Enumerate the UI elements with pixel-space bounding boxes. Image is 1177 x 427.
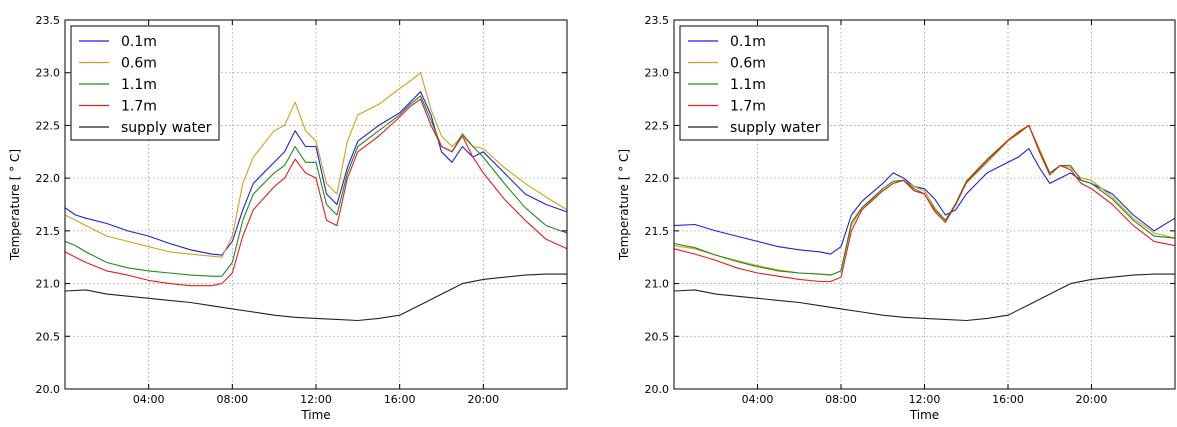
series-line-1-1m — [64, 95, 568, 277]
y-tick-label: 20.0 — [36, 383, 61, 396]
legend: 0.1m 0.6m 1.1m 1.7m supply water — [679, 25, 829, 141]
y-tick-label: 21.5 — [645, 225, 670, 238]
y-tick-label: 20.5 — [645, 330, 670, 343]
series-line-1-7m — [64, 98, 568, 287]
y-tick-label: 23.5 — [36, 14, 61, 27]
x-tick-label: 04:00 — [133, 393, 165, 406]
legend-box — [70, 25, 220, 141]
legend-label: 1.7m — [730, 99, 766, 115]
x-tick-label: 12:00 — [909, 393, 941, 406]
series-line-supply-water — [64, 273, 567, 322]
series-line-0-1m — [64, 91, 568, 256]
x-tick-label: 20:00 — [467, 393, 499, 406]
chart-panel-2: 04:00 08:00 12:00 16:00 20:00 20.0 20.5 21.0 21.… — [617, 14, 1176, 422]
x-tick-label: 12:00 — [300, 393, 332, 406]
x-tick-label: 16:00 — [384, 393, 416, 406]
series-line-0-1m — [673, 148, 1176, 255]
y-tick-label: 22.0 — [645, 172, 670, 185]
legend-label: 1.1m — [730, 77, 766, 93]
y-tick-label: 22.5 — [645, 119, 670, 132]
x-tick-label: 08:00 — [825, 393, 857, 406]
series-line-1-7m — [673, 124, 1176, 283]
legend-label: 0.1m — [121, 34, 157, 50]
legend-label: 0.6m — [730, 56, 766, 72]
y-tick-label: 21.0 — [36, 278, 61, 291]
legend: 0.1m 0.6m 1.1m 1.7m supply water — [70, 25, 220, 141]
y-axis-label: Temperature [ ° C] — [617, 149, 631, 261]
x-axis-label: Time — [909, 408, 939, 422]
y-tick-label: 21.0 — [645, 278, 670, 291]
y-tick-label: 23.0 — [36, 67, 61, 80]
y-tick-label: 20.0 — [645, 383, 670, 396]
series-line-1-1m — [673, 124, 1176, 276]
y-tick-label: 21.5 — [36, 225, 61, 238]
y-tick-label: 23.5 — [645, 14, 670, 27]
chart-panel-1: 04:00 08:00 12:00 16:00 20:00 20.0 20.5 21.0 21.… — [8, 14, 568, 422]
legend-label: 1.1m — [121, 77, 157, 93]
y-tick-label: 20.5 — [36, 330, 61, 343]
y-tick-label: 22.5 — [36, 119, 61, 132]
legend-box — [679, 25, 829, 141]
x-tick-label: 04:00 — [742, 393, 774, 406]
y-tick-label: 23.0 — [645, 67, 670, 80]
legend-label: supply water — [730, 120, 821, 136]
legend-label: supply water — [121, 120, 212, 136]
legend-label: 0.6m — [121, 56, 157, 72]
series-line-supply-water — [673, 273, 1175, 322]
x-tick-label: 16:00 — [992, 393, 1024, 406]
legend-label: 0.1m — [730, 34, 766, 50]
x-axis-label: Time — [300, 408, 330, 422]
y-axis-label: Temperature [ ° C] — [8, 149, 22, 261]
y-tick-label: 22.0 — [36, 172, 61, 185]
x-tick-label: 20:00 — [1076, 393, 1108, 406]
legend-label: 1.7m — [121, 99, 157, 115]
x-tick-label: 08:00 — [216, 393, 248, 406]
series-line-0-6m — [64, 72, 568, 258]
